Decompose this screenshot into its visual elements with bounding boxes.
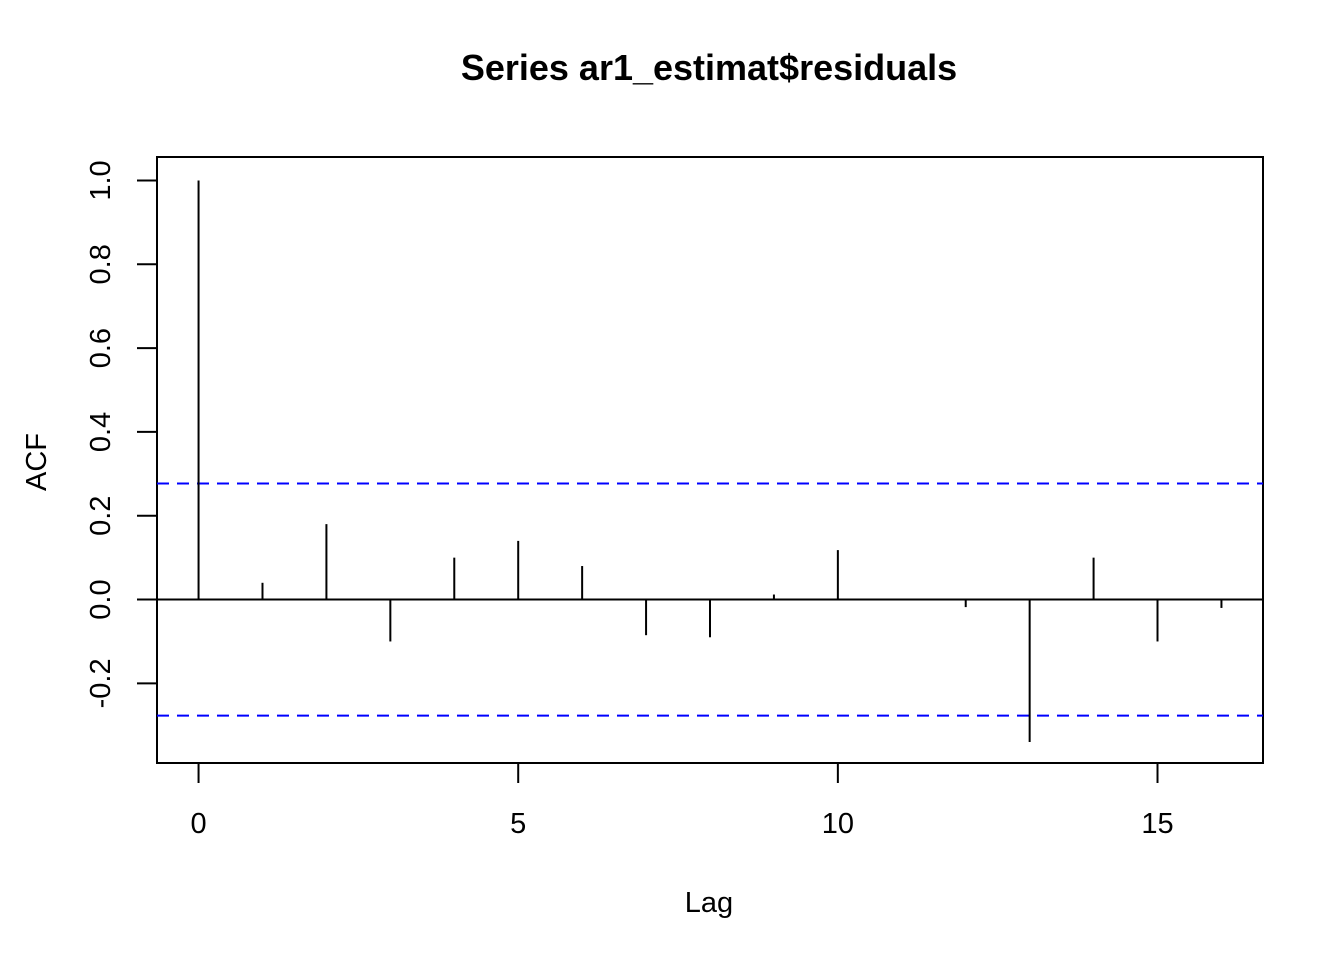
x-axis-label: Lag [685, 887, 733, 919]
plot-layer: 0 5 10 15 -0.2 0.0 0.2 0.4 0.6 0.8 1.0 [85, 160, 1263, 840]
plot-frame [156, 156, 1264, 764]
x-tick-label-0: 0 [190, 808, 206, 840]
y-tick-label-4: 0.6 [85, 328, 117, 368]
x-tick-label-5: 5 [510, 808, 526, 840]
y-tick-label-1: 0.0 [85, 579, 117, 619]
x-tick-label-15: 15 [1141, 808, 1173, 840]
y-axis-label: ACF [21, 433, 53, 491]
y-tick-label-3: 0.4 [85, 412, 117, 452]
y-tick-label-0: -0.2 [85, 658, 117, 708]
y-tick-label-6: 1.0 [85, 160, 117, 200]
x-tick-label-10: 10 [822, 808, 854, 840]
chart-title: Series ar1_estimat$residuals [461, 47, 957, 88]
y-tick-label-2: 0.2 [85, 496, 117, 536]
y-tick-label-5: 0.8 [85, 244, 117, 284]
